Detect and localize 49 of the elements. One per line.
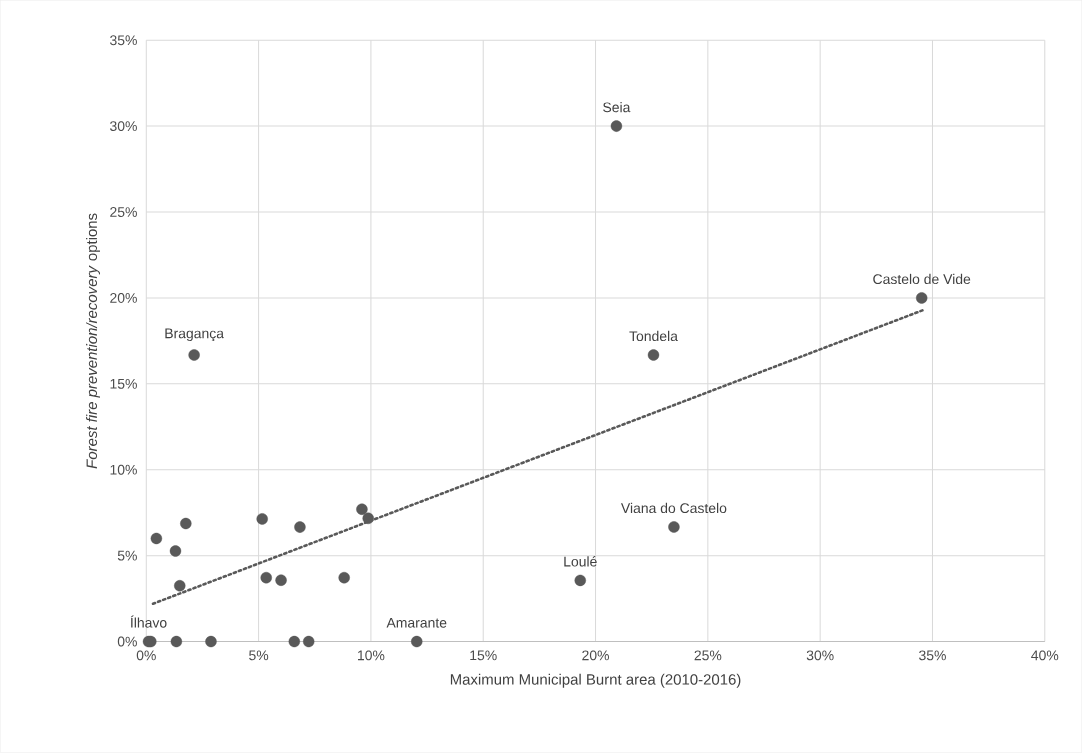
point — [647, 349, 660, 361]
point — [169, 545, 182, 557]
point — [205, 635, 217, 648]
x-tick-label: 15% — [470, 650, 497, 661]
point — [411, 635, 423, 648]
point — [356, 503, 368, 516]
annotation: Bragança — [165, 328, 224, 342]
y-tick-label: 35% — [110, 35, 137, 46]
y-tick-label: 0% — [117, 636, 137, 647]
point — [574, 574, 586, 587]
x-axis-title: Maximum Municipal Burnt area (2010-2016) — [450, 673, 741, 688]
x-tick-label: 10% — [358, 650, 385, 661]
point — [275, 574, 287, 587]
point — [294, 521, 306, 533]
annotation: Ílhavo — [130, 615, 167, 628]
annotation: Amarante — [386, 618, 447, 628]
annotation: Tondela — [629, 330, 678, 342]
y-tick-label: 30% — [110, 121, 137, 132]
x-tick-label: 40% — [1031, 650, 1059, 661]
point — [170, 635, 183, 648]
x-tick-label: 30% — [806, 650, 834, 661]
x-tick-label: 20% — [582, 650, 609, 661]
y-tick-label: 10% — [110, 464, 137, 475]
point — [188, 349, 200, 361]
point — [338, 572, 350, 584]
y-tick-label: 20% — [110, 293, 137, 303]
x-tick-label: 25% — [694, 650, 722, 661]
y-tick-label: 5% — [117, 550, 137, 561]
point — [668, 521, 680, 533]
y-tick-label: 25% — [110, 207, 137, 218]
point — [150, 532, 163, 545]
x-tick-label: 5% — [249, 650, 269, 661]
point — [256, 513, 268, 525]
point — [302, 635, 315, 648]
y-tick-label: 15% — [110, 379, 137, 389]
point — [915, 292, 928, 304]
point — [362, 512, 374, 525]
x-tick-label: 0% — [136, 650, 156, 661]
annotation: Loulé — [564, 556, 597, 567]
x-tick-label: 35% — [919, 650, 946, 661]
point — [260, 572, 272, 584]
point — [174, 580, 186, 592]
point — [180, 517, 192, 530]
annotation: Seia — [603, 102, 631, 113]
point — [610, 120, 623, 132]
point — [288, 635, 301, 648]
annotation: Castelo de Vide — [873, 273, 971, 285]
annotation: Viana do Castelo — [620, 502, 727, 514]
y-axis-title: Forest fire prevention/recovery options — [86, 213, 100, 469]
